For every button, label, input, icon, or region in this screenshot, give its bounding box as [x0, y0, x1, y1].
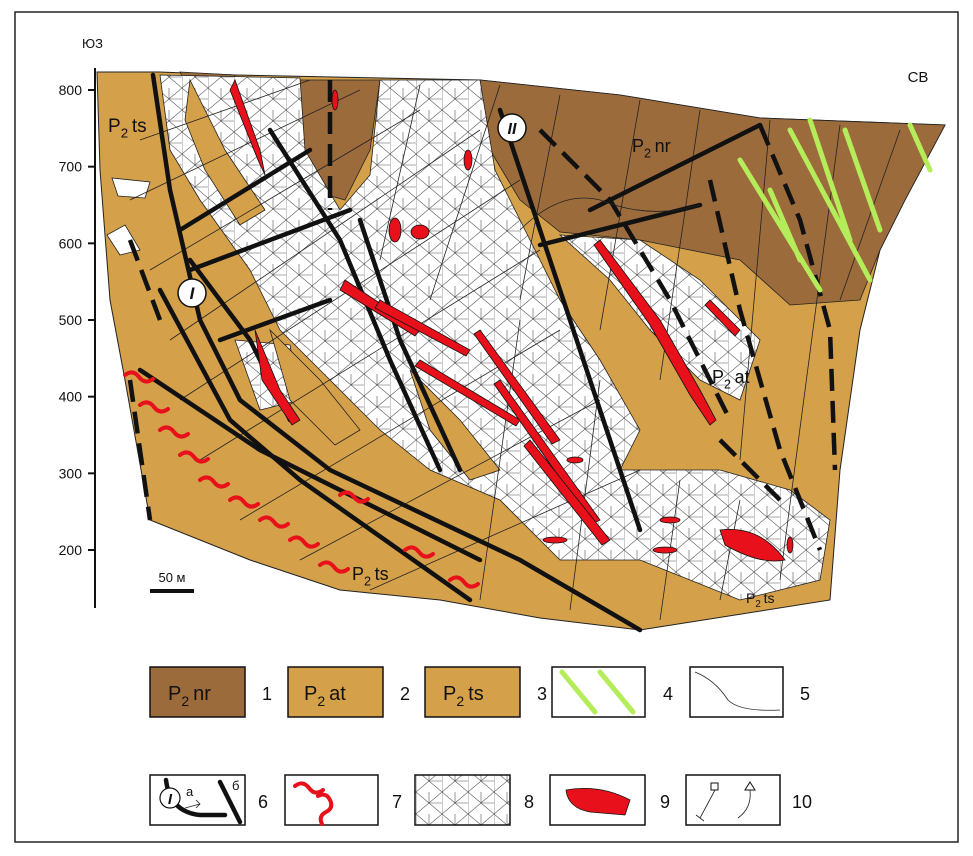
legend-mark: а — [186, 784, 194, 799]
label-sub: 2 — [181, 693, 189, 709]
orientation-right: СВ — [908, 69, 929, 86]
y-tick-label: 500 — [59, 312, 83, 328]
legend-number: 9 — [660, 792, 670, 812]
label-sub: 2 — [456, 693, 464, 709]
y-tick-label: 400 — [59, 389, 83, 405]
label-name: at — [329, 683, 346, 705]
label-sub: 2 — [364, 574, 371, 588]
y-tick-label: 300 — [59, 465, 83, 481]
label-name: ts — [468, 683, 484, 705]
legend-mark: б — [232, 778, 239, 793]
y-tick-label: 800 — [59, 82, 83, 98]
fault-marker: II — [508, 121, 517, 138]
label-sub: 2 — [755, 599, 760, 610]
legend-number: 6 — [258, 792, 268, 812]
label-sub: 2 — [317, 693, 325, 709]
legend-number: 10 — [792, 792, 812, 812]
legend-number: 3 — [537, 684, 547, 704]
label-base: P — [108, 116, 121, 137]
label-base: P — [443, 683, 456, 705]
label-base: P — [746, 590, 755, 606]
label-base: P — [712, 367, 724, 387]
legend-number: 1 — [262, 684, 272, 704]
legend-number: 5 — [800, 684, 810, 704]
label-base: P — [352, 564, 364, 584]
label-sub: 2 — [121, 126, 128, 141]
label-name: ts — [132, 116, 147, 137]
label-name: ts — [375, 564, 389, 584]
y-tick-label: 200 — [59, 542, 83, 558]
legend-number: 7 — [392, 792, 402, 812]
label-base: P — [304, 683, 317, 705]
cross-section — [97, 72, 945, 630]
scale-label: 50 м — [158, 570, 185, 585]
label-sub: 2 — [724, 377, 731, 391]
figure: 800700600500400300200 ЮЗ СВ 50 м I II P2… — [0, 0, 973, 856]
legend-number: 2 — [400, 684, 410, 704]
label-base: P — [168, 683, 181, 705]
label-sub: 2 — [644, 146, 651, 160]
orientation-left: ЮЗ — [82, 36, 103, 51]
label-name: at — [735, 367, 750, 387]
label-name: ts — [764, 590, 775, 606]
label-base: P — [632, 136, 644, 156]
label-name: nr — [193, 683, 211, 705]
label-name: nr — [655, 136, 671, 156]
legend-number: 8 — [524, 792, 534, 812]
y-tick-label: 700 — [59, 159, 83, 175]
y-tick-label: 600 — [59, 235, 83, 251]
legend-number: 4 — [663, 684, 673, 704]
